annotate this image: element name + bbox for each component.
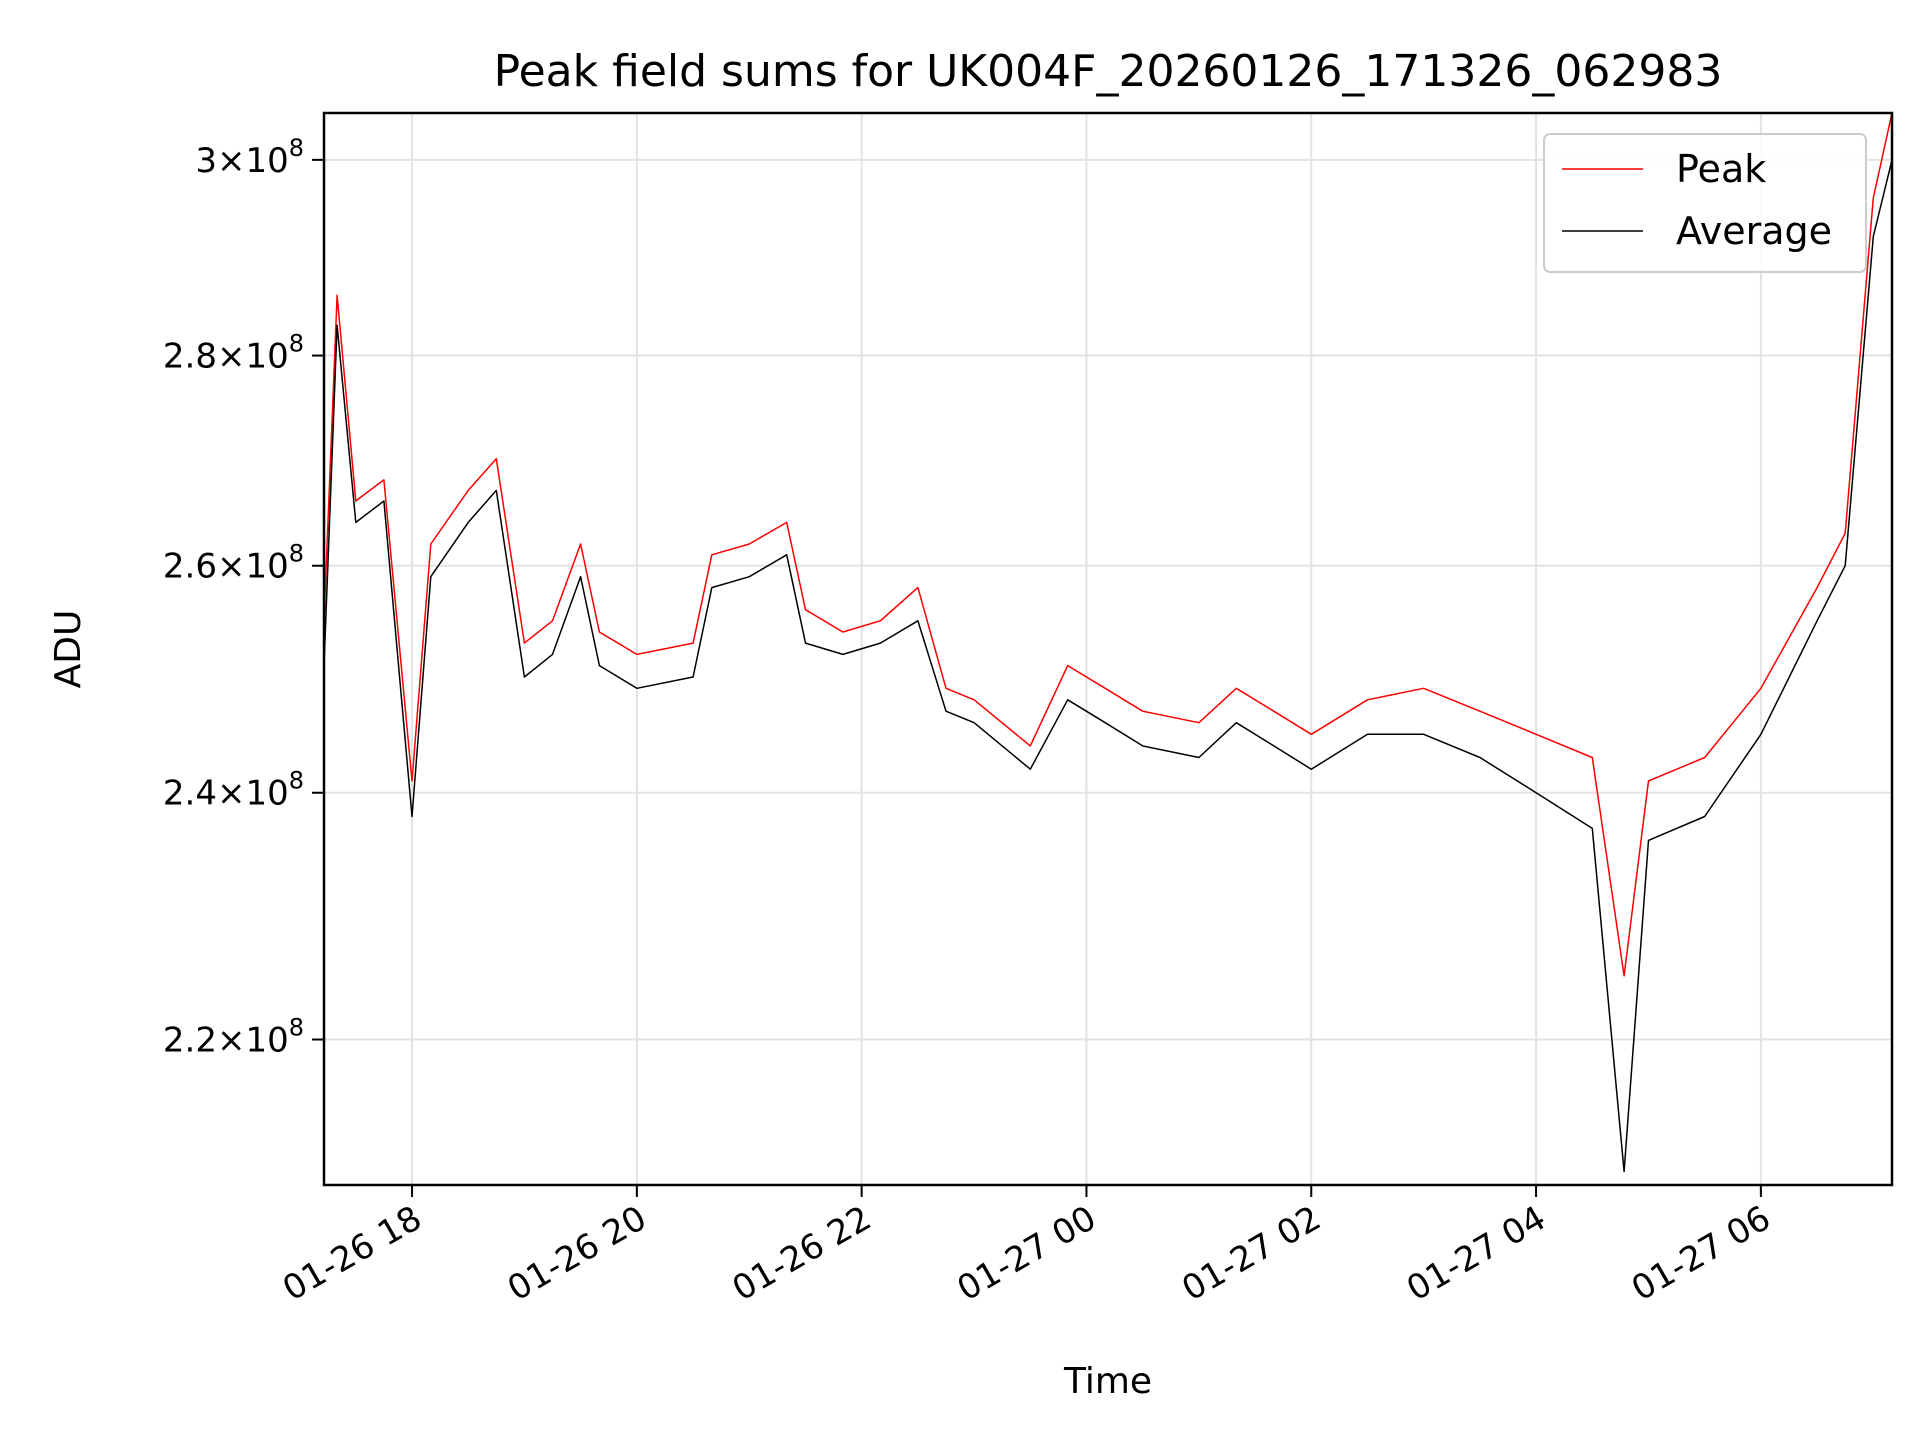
y-tick-label: 2.4×108: [163, 767, 304, 814]
y-tick-label: 2.2×108: [163, 1014, 304, 1061]
legend-label-peak: Peak: [1676, 147, 1766, 191]
plot-frame: [322, 111, 1894, 1187]
y-tick-label: 2.8×108: [163, 330, 304, 377]
chart-title: Peak field sums for UK004F_20260126_1713…: [494, 46, 1723, 97]
series-line-peak: [323, 112, 1893, 977]
y-tick-label: 3×108: [195, 134, 304, 181]
series-line-average: [323, 159, 1893, 1173]
series-layer: [323, 112, 1893, 1173]
y-tick-label: 2.6×108: [163, 540, 304, 587]
legend-label-average: Average: [1676, 209, 1832, 253]
y-axis-ticks: 2.2×108 2.4×108 2.6×108 2.8×108 3×108: [163, 134, 324, 1061]
y-axis-label: ADU: [48, 610, 89, 689]
x-axis-label: Time: [1063, 1361, 1152, 1402]
legend: Peak Average: [1543, 133, 1867, 273]
